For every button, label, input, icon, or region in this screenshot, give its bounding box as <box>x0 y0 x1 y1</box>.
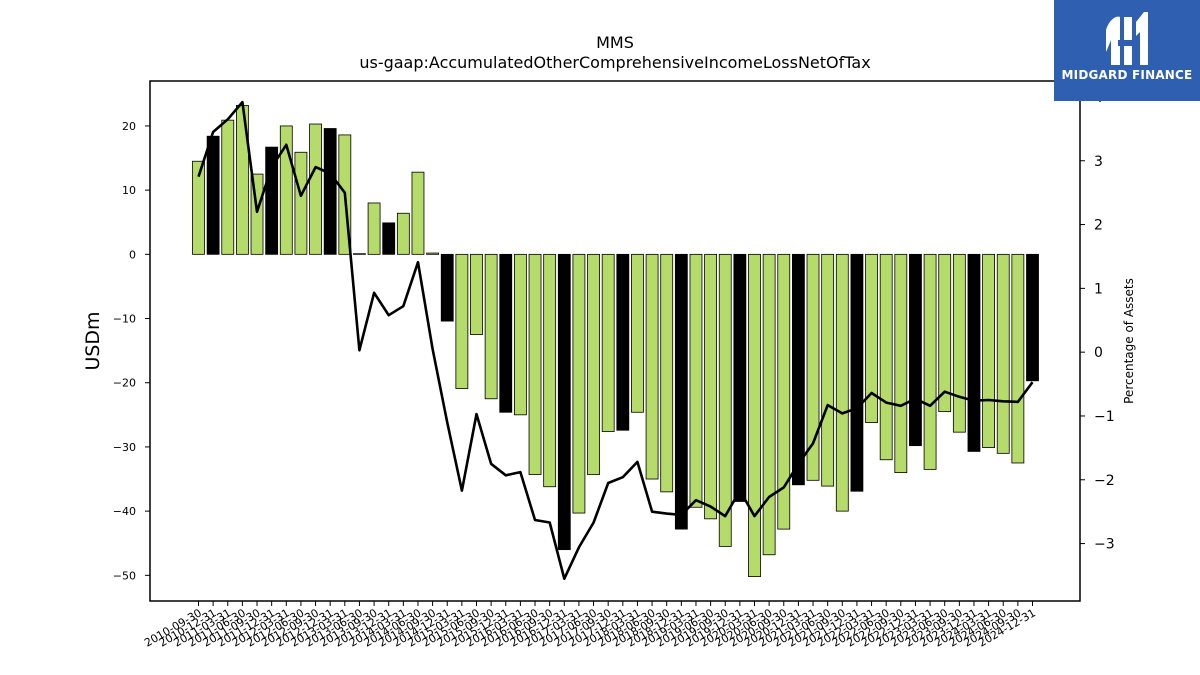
bar <box>777 253 791 530</box>
bar <box>411 171 425 255</box>
bar <box>309 123 322 255</box>
bar <box>894 253 908 474</box>
bar <box>821 253 835 487</box>
bar <box>601 253 615 432</box>
bar <box>748 253 761 578</box>
bar <box>426 252 440 255</box>
y2-tick-label: 3 <box>1094 154 1103 170</box>
bar <box>1011 253 1025 464</box>
bar <box>382 222 396 255</box>
bar <box>645 253 659 480</box>
bar <box>718 253 732 547</box>
bar <box>367 202 381 255</box>
bar <box>1026 253 1039 382</box>
y-tick-label: −40 <box>113 505 136 518</box>
bar-series <box>192 104 1039 578</box>
y-tick-label: 10 <box>122 184 136 197</box>
bar <box>265 146 279 255</box>
bar <box>513 253 527 416</box>
bar <box>952 253 966 433</box>
bar <box>982 253 996 448</box>
y-axis-right: 43210−1−2−3 <box>1080 90 1115 553</box>
bar <box>967 253 981 452</box>
bar <box>791 253 805 486</box>
bar <box>470 253 483 335</box>
y-axis-label: USDm <box>82 311 104 370</box>
chart-title: MMS <box>596 33 634 52</box>
bar <box>294 151 308 255</box>
bar <box>250 173 264 255</box>
bar <box>484 253 498 400</box>
y-tick-label: −20 <box>113 377 136 390</box>
y2-tick-label: 0 <box>1094 345 1103 361</box>
bar <box>440 253 454 322</box>
midgard-finance-logo: MIDGARD FINANCE <box>1054 0 1200 101</box>
y2-tick-label: −1 <box>1094 409 1115 425</box>
y-tick-label: 20 <box>122 120 136 133</box>
x-axis: 2010-09-302010-12-312011-03-312011-06-30… <box>142 601 1038 650</box>
bar <box>528 253 542 475</box>
bar <box>396 212 410 255</box>
y-tick-label: 0 <box>129 248 136 261</box>
bar <box>631 253 644 413</box>
bar <box>923 253 937 470</box>
midgard-mark-icon <box>1106 12 1148 65</box>
bar <box>879 253 893 461</box>
y2-tick-label: −3 <box>1094 537 1115 553</box>
y2-tick-label: 1 <box>1094 281 1103 297</box>
bar <box>762 253 776 556</box>
bar <box>733 253 747 502</box>
bar <box>279 125 293 255</box>
bar <box>192 160 205 255</box>
bar <box>221 119 235 255</box>
y2-tick-label: −2 <box>1094 473 1115 489</box>
bar <box>660 253 674 493</box>
line-series <box>197 100 1034 581</box>
bar <box>543 253 557 488</box>
bar <box>835 253 849 512</box>
bar <box>572 253 586 514</box>
bar <box>865 253 878 423</box>
bar <box>909 253 922 447</box>
bar <box>206 135 220 255</box>
bar <box>557 253 571 551</box>
bar <box>850 253 864 492</box>
y2-tick-label: 2 <box>1094 218 1103 234</box>
bar <box>689 253 703 508</box>
bar <box>996 253 1010 454</box>
bar <box>704 253 718 520</box>
y-axis-left: 20 10 0 −10 −20 −30 −40 −50 <box>113 120 150 582</box>
pct-of-assets-line <box>197 100 1034 581</box>
bar <box>499 253 513 413</box>
bar <box>587 253 600 475</box>
bar <box>616 253 630 431</box>
bar <box>806 253 820 481</box>
bar <box>938 253 952 413</box>
bar <box>353 253 366 255</box>
logo-text: MIDGARD FINANCE <box>1061 68 1193 82</box>
bar <box>323 128 337 255</box>
bar <box>455 253 469 389</box>
y2-axis-label: Percentage of Assets <box>1122 278 1136 404</box>
chart-subtitle: us-gaap:AccumulatedOtherComprehensiveInc… <box>359 53 870 72</box>
y-tick-label: −30 <box>113 441 136 454</box>
y-tick-label: −10 <box>113 313 136 326</box>
bar <box>674 253 688 530</box>
plot-frame <box>149 80 1081 602</box>
y-tick-label: −50 <box>113 569 136 582</box>
